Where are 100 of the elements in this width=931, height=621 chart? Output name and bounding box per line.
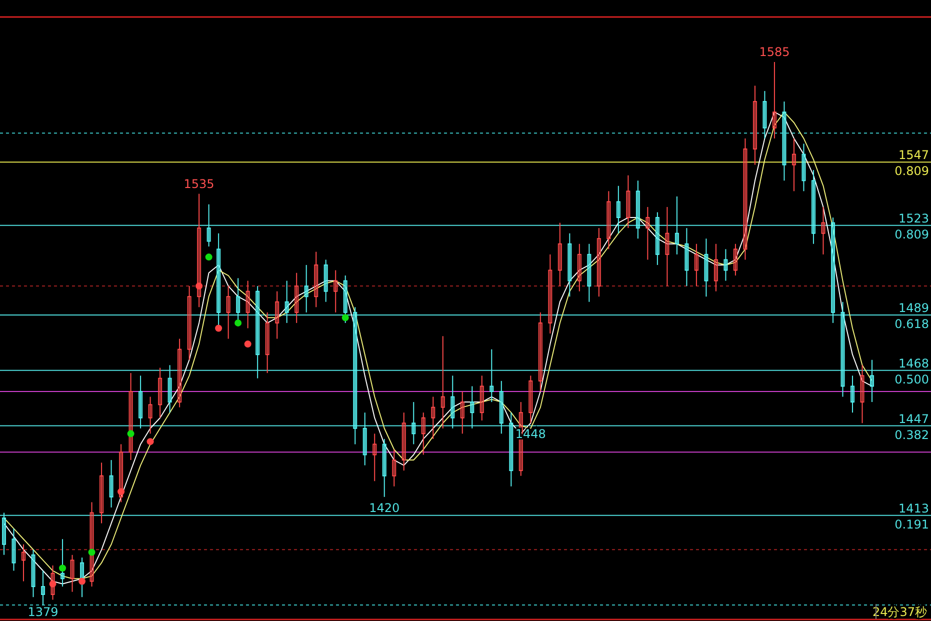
annotation: 0.382 xyxy=(894,428,929,442)
candlestick xyxy=(275,290,280,340)
candlestick xyxy=(646,206,650,260)
candlestick xyxy=(41,570,46,606)
candlestick xyxy=(362,412,367,466)
candlestick xyxy=(246,280,250,329)
candlestick xyxy=(587,243,592,302)
ref-line-label: 1413 xyxy=(898,501,929,516)
candlestick xyxy=(509,412,514,487)
candlestick xyxy=(860,364,864,424)
candlestick xyxy=(178,338,182,408)
annotation: 0.191 xyxy=(894,517,929,532)
point xyxy=(244,340,252,348)
candlestick xyxy=(558,222,562,287)
candlestick xyxy=(440,336,445,429)
candlestick xyxy=(334,270,338,313)
candlestick xyxy=(402,412,406,472)
candlestick xyxy=(460,390,464,434)
candlestick xyxy=(450,375,455,429)
point xyxy=(88,548,96,556)
point xyxy=(127,430,134,438)
point xyxy=(205,254,212,261)
candlestick xyxy=(31,549,36,598)
candlestick xyxy=(821,206,826,255)
candlestick xyxy=(850,375,854,414)
candlestick xyxy=(168,364,172,414)
candlestick xyxy=(655,212,660,266)
candlestick xyxy=(792,138,796,192)
candlestick xyxy=(284,280,289,324)
candlestick xyxy=(324,259,328,302)
ref-line-label: 1447 xyxy=(898,412,929,426)
candlestick xyxy=(50,564,55,600)
candlestick xyxy=(265,312,270,374)
annotation: 0.809 xyxy=(894,227,929,242)
candlestick xyxy=(830,217,835,324)
candlestick xyxy=(12,528,16,572)
point xyxy=(215,324,222,332)
candlestick xyxy=(382,438,386,498)
ref-line-label: 1489 xyxy=(898,301,929,316)
candlestick xyxy=(782,101,786,182)
point xyxy=(49,580,56,588)
candlestick xyxy=(626,174,630,229)
candlestick xyxy=(743,138,748,260)
candlestick xyxy=(431,396,436,440)
candlestick xyxy=(704,238,708,298)
candlestick xyxy=(109,460,114,508)
point xyxy=(342,314,349,322)
annotation: 0.618 xyxy=(894,317,929,332)
candlestick xyxy=(353,306,358,445)
candlestick xyxy=(480,375,484,421)
candlestick xyxy=(528,375,533,424)
candlestick xyxy=(343,275,348,324)
candlestick xyxy=(128,372,133,461)
candlestick xyxy=(616,185,620,234)
candlestick xyxy=(412,402,416,445)
annotation: 1379 xyxy=(28,605,58,619)
candlestick xyxy=(470,386,474,429)
point xyxy=(78,578,86,585)
candlestick xyxy=(226,286,230,340)
candlestick xyxy=(694,243,698,287)
candlestick xyxy=(22,544,26,582)
candlestick xyxy=(752,85,757,166)
candlestick xyxy=(684,228,689,287)
candlestick xyxy=(674,196,679,255)
candlestick xyxy=(577,243,582,292)
candlestick xyxy=(733,243,738,276)
candlestick xyxy=(90,502,94,588)
candlestick xyxy=(256,286,260,379)
annotation: 1585 xyxy=(759,45,790,59)
candlestick xyxy=(158,367,162,418)
candlestick xyxy=(2,512,6,556)
candlestick xyxy=(490,348,494,403)
candlestick xyxy=(772,62,776,139)
ref-line-label: 1547 xyxy=(898,148,929,162)
candlestick xyxy=(70,554,74,592)
candlestick xyxy=(187,286,192,360)
annotation: 0.500 xyxy=(894,372,929,386)
point xyxy=(59,564,66,572)
candlestick xyxy=(714,243,718,292)
candlestick xyxy=(568,232,572,298)
ref-line-label: 1523 xyxy=(898,211,929,226)
candlestick xyxy=(304,264,308,313)
point xyxy=(118,488,125,496)
candlestick xyxy=(840,301,845,398)
candlestick xyxy=(100,462,104,524)
candlestick xyxy=(392,448,396,487)
candlestick xyxy=(724,248,728,282)
candlestick xyxy=(294,272,299,324)
candlestick xyxy=(870,359,874,403)
ref-line-label: 1468 xyxy=(898,356,929,370)
point xyxy=(196,282,203,290)
point xyxy=(234,319,242,326)
candlestick xyxy=(148,396,152,434)
candlestick xyxy=(372,433,377,482)
candlestick xyxy=(421,412,426,456)
candlestick xyxy=(314,251,318,308)
candlestick xyxy=(499,380,504,434)
point xyxy=(146,438,154,446)
candlestick xyxy=(665,206,670,287)
candlestick xyxy=(596,228,601,298)
